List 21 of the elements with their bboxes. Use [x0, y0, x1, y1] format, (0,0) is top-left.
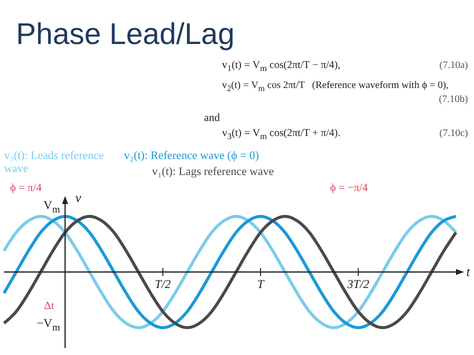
text: v₂(t): Reference wave (ϕ = 0) [124, 150, 260, 163]
x-tick-label: T/2 [154, 277, 171, 291]
text: (7.10b) [438, 94, 468, 105]
text: ϕ = −π/4 [330, 182, 368, 194]
x-tick-label: 3T/2 [346, 277, 370, 291]
text: v₃(t): Leads reference wave [4, 150, 105, 176]
text: and [204, 112, 220, 124]
chart-title: Phase Lead/Lag [16, 18, 235, 52]
text: ϕ = π/4 [10, 182, 42, 194]
annotation: Δt [44, 300, 54, 312]
text: v₁(t): Lags reference wave [152, 166, 275, 179]
annotation: −V$_{m}$ [36, 316, 60, 334]
text: v$_{2}$(t) = V$_{m}$ cos 2πt/T (Reference waveform with ϕ = 0), [222, 80, 449, 93]
text: v$_{1}$(t) = V$_{m}$ cos(2πt/T − π/4), [222, 60, 340, 74]
text: v$_{3}$(t) = V$_{m}$ cos(2πt/T + π/4). [222, 128, 340, 142]
x-axis-title: t [466, 264, 470, 280]
y-axis-title: v [75, 190, 82, 206]
text: (7.10a) [439, 60, 468, 71]
text: (7.10c) [439, 128, 468, 139]
x-tick-label: T [257, 277, 266, 291]
text: V$_{m}$ [44, 198, 60, 216]
